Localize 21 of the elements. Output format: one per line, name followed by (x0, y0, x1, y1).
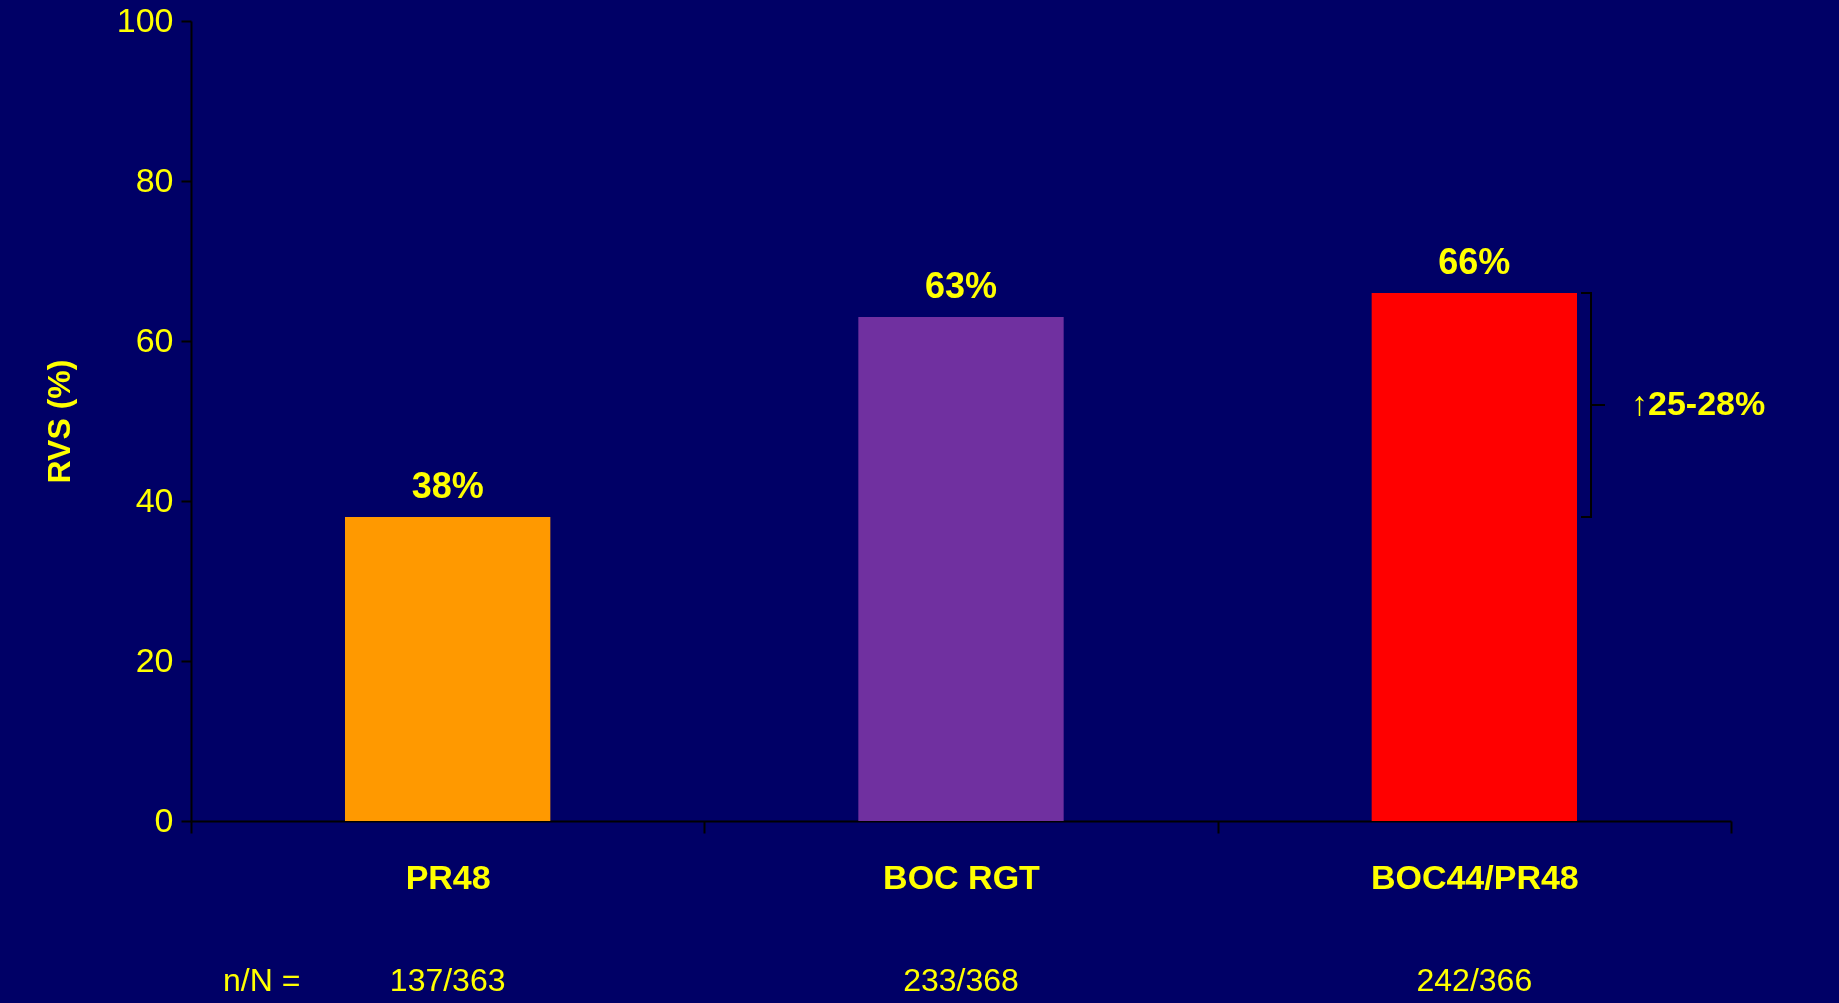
bar (858, 317, 1064, 821)
text: 242/366 (1416, 962, 1533, 998)
y-tick-label: 100 (116, 0, 174, 39)
y-tick-label: 60 (135, 320, 174, 359)
y-tick-label: 40 (135, 480, 174, 519)
text: n/N = (223, 962, 301, 998)
annotation: ↑25-28% (1631, 384, 1766, 422)
y-axis-title: RVS (%) (40, 359, 77, 484)
data-label: 63% (924, 265, 998, 306)
x-tick-label: PR48 (405, 857, 491, 896)
y-tick-label: 0 (154, 800, 174, 839)
data-label: 38% (411, 465, 484, 506)
bar (345, 517, 551, 821)
y-tick-label: 20 (135, 640, 174, 679)
bar (1371, 293, 1577, 821)
data-label: 66% (1438, 241, 1511, 282)
y-tick-label: 80 (135, 160, 174, 199)
text: 137/363 (389, 962, 506, 998)
x-tick-label: BOC44/PR48 (1370, 857, 1579, 896)
x-tick-label: BOC RGT (883, 857, 1041, 896)
text: 233/368 (903, 962, 1019, 998)
